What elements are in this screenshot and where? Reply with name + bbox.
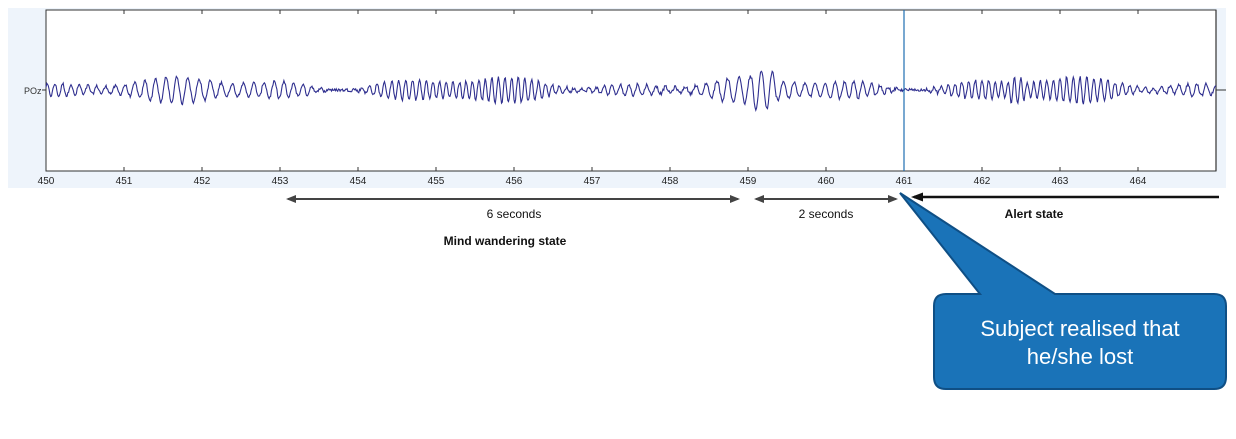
x-tick-label: 463	[1052, 176, 1069, 187]
x-tick-label: 451	[116, 176, 133, 187]
six-seconds-label: 6 seconds	[487, 207, 542, 221]
x-tick-label: 455	[428, 176, 445, 187]
x-axis-ticks	[45, 10, 1139, 171]
x-tick-label: 462	[974, 176, 991, 187]
alert-state-label: Alert state	[1005, 207, 1064, 221]
x-tick-label: 452	[194, 176, 211, 187]
x-tick-label: 454	[350, 176, 367, 187]
x-tick-label: 458	[662, 176, 679, 187]
callout-bubble	[899, 192, 1227, 390]
x-tick-label: 453	[272, 176, 289, 187]
callout-text-line2: he/she lost	[1027, 344, 1133, 369]
x-tick-label: 459	[740, 176, 757, 187]
x-tick-label: 456	[506, 176, 523, 187]
mind-wandering-label: Mind wandering state	[444, 234, 567, 248]
x-tick-label: 450	[38, 176, 55, 187]
x-tick-label: 464	[1130, 176, 1147, 187]
x-axis-tick-labels: 450 451 452 453 454 455 456 457 458 459 460 461 462 4…	[38, 176, 1147, 187]
x-tick-label: 457	[584, 176, 601, 187]
channel-label: POz	[24, 86, 42, 96]
callout-text-line1: Subject realised that	[980, 316, 1179, 341]
x-tick-label: 460	[818, 176, 835, 187]
x-tick-label: 461	[896, 176, 913, 187]
eeg-trace-line	[45, 70, 1217, 113]
two-seconds-label: 2 seconds	[799, 207, 854, 221]
